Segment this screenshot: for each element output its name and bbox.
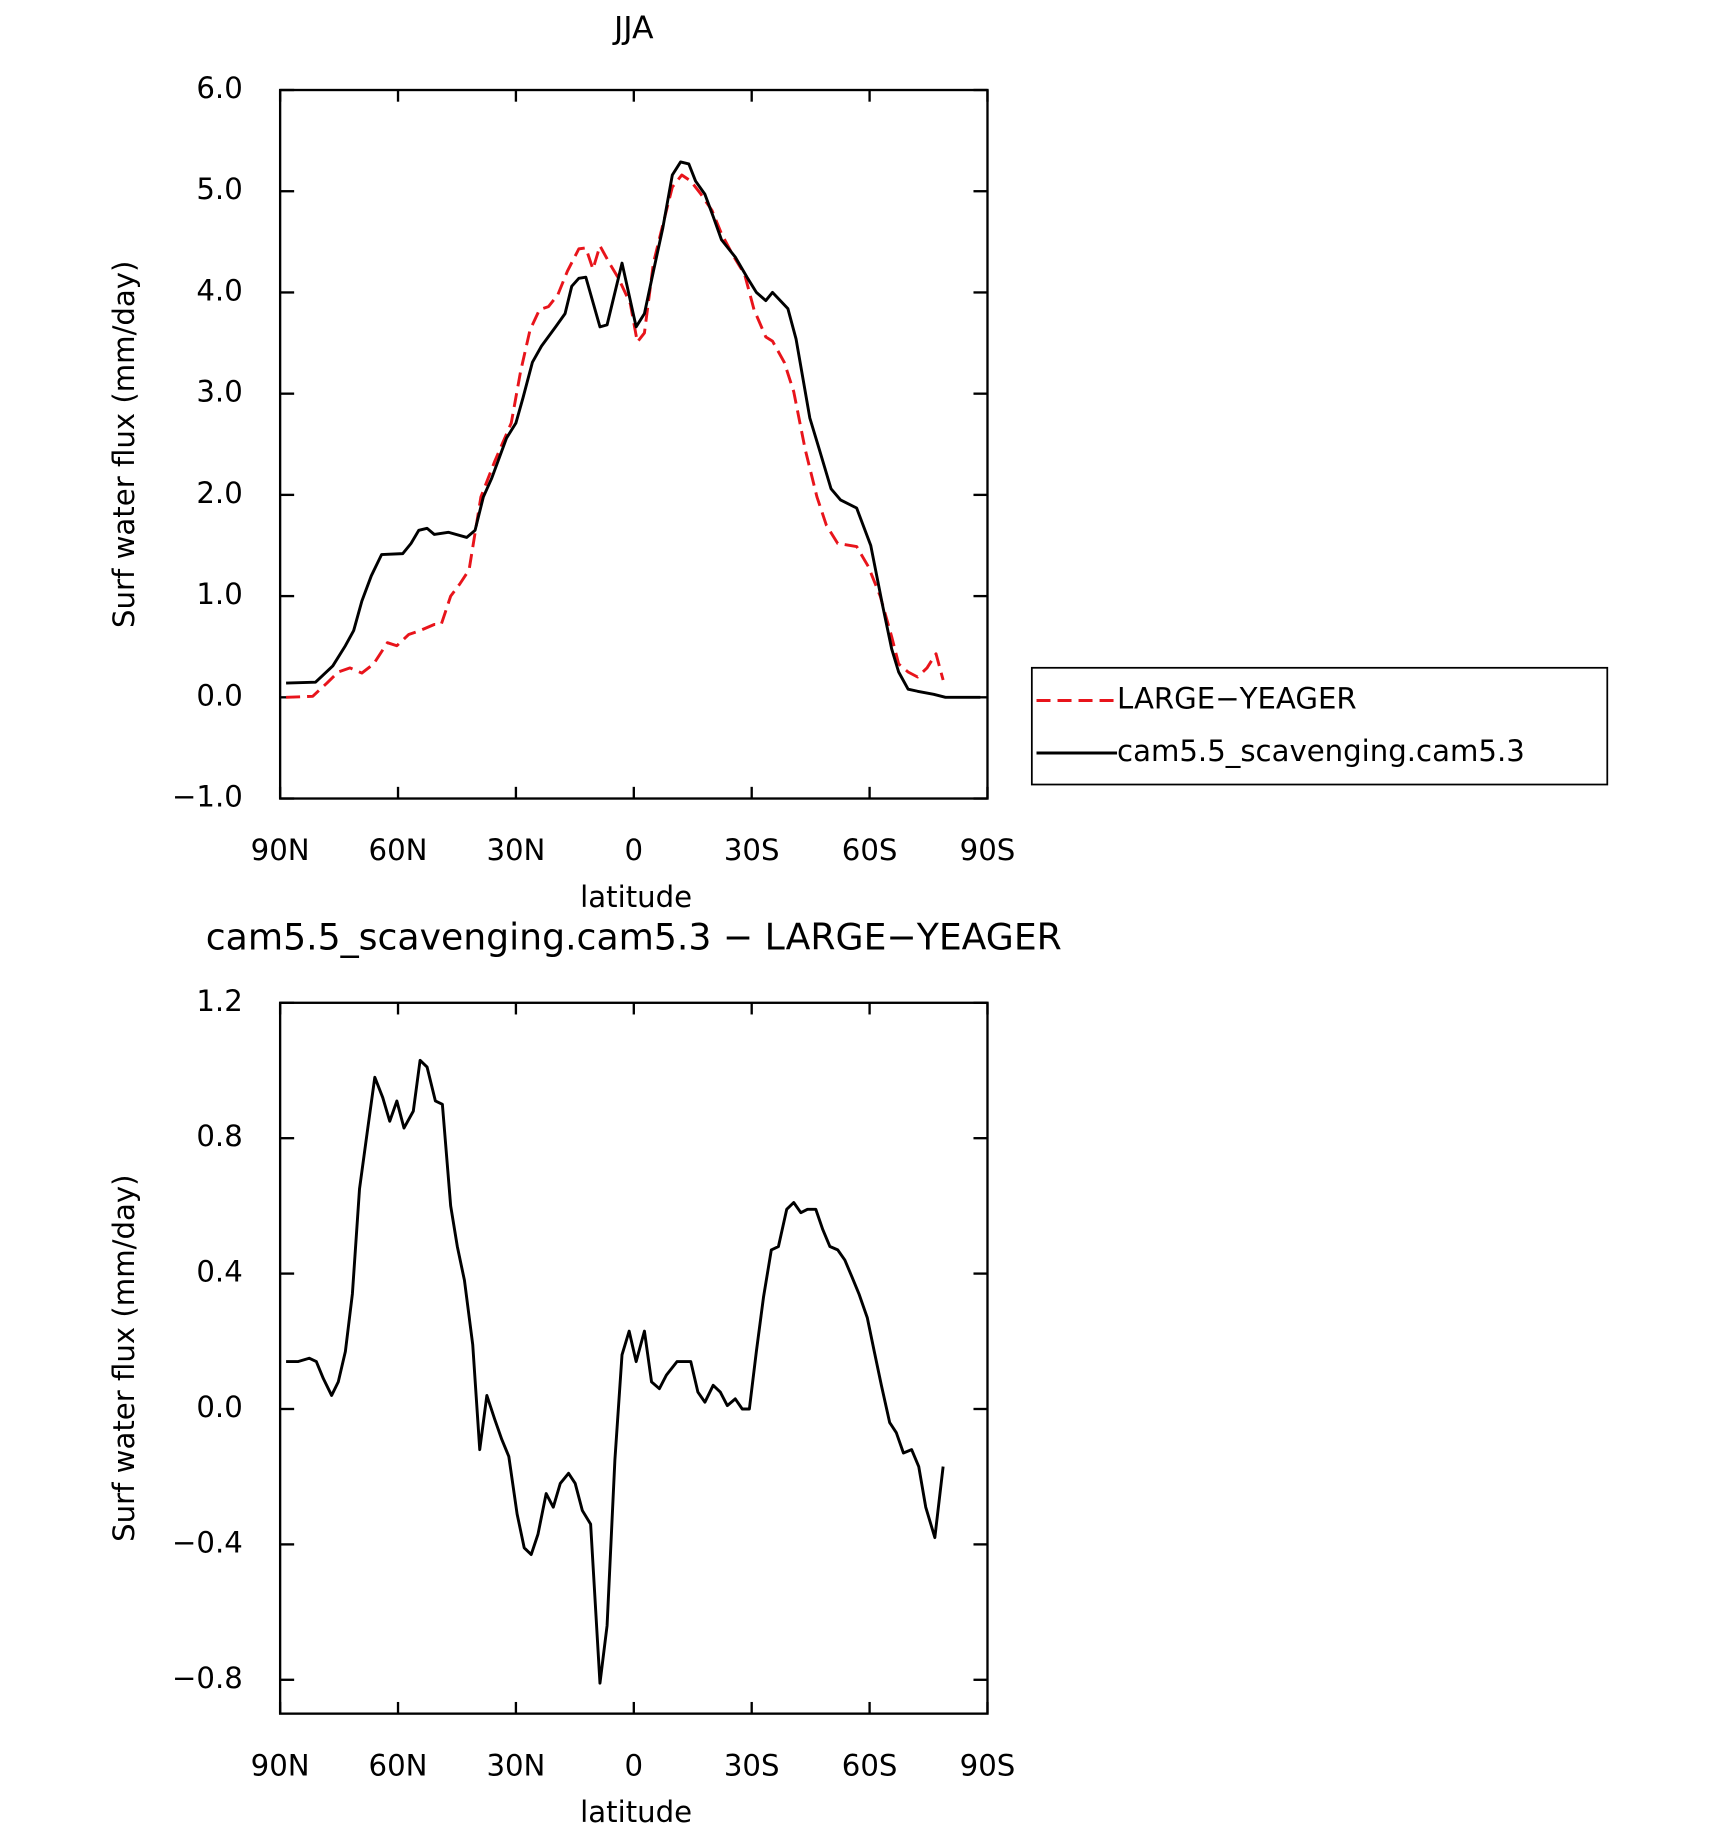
x-tick-label: 60N: [369, 833, 428, 867]
y-tick-label: 0.4: [196, 1255, 242, 1289]
data-line: [286, 1058, 945, 1685]
y-tick-label: 4.0: [196, 273, 242, 307]
y-tick-label: −0.8: [172, 1661, 243, 1695]
x-tick-label: 30S: [724, 833, 780, 867]
x-tick-label: 30N: [486, 1748, 545, 1782]
y-tick-label: 0.8: [196, 1119, 242, 1153]
x-tick-label: 30S: [724, 1748, 780, 1782]
x-tick-label: 60S: [842, 1748, 898, 1782]
y-tick-label: 1.0: [196, 577, 242, 611]
x-axis-label: latitude: [580, 1795, 692, 1827]
y-axis-label: Surf water flux (mm/day): [107, 1175, 141, 1542]
y-tick-label: −1.0: [172, 780, 243, 814]
x-tick-label: 60S: [842, 833, 898, 867]
x-tick-label: 30N: [486, 833, 545, 867]
y-tick-label: −0.4: [172, 1525, 243, 1559]
y-tick-label: 3.0: [196, 375, 242, 409]
y-tick-label: 6.0: [196, 71, 242, 105]
x-axis-label: latitude: [580, 880, 692, 914]
y-tick-label: 5.0: [196, 172, 242, 206]
y-axis-label: Surf water flux (mm/day): [107, 261, 141, 628]
y-tick-label: 2.0: [196, 476, 242, 510]
x-tick-label: 0: [625, 833, 644, 867]
plot-frame: [278, 88, 989, 800]
data-line: [286, 173, 945, 699]
legend-label: cam5.5_scavenging.cam5.3: [1117, 734, 1525, 768]
chart-title: cam5.5_scavenging.cam5.3 − LARGE−YEAGER: [206, 916, 1062, 959]
legend-label: LARGE−YEAGER: [1117, 681, 1357, 715]
plot-frame: [278, 1001, 989, 1715]
x-tick-label: 90S: [960, 833, 1016, 867]
x-tick-label: 90N: [251, 833, 310, 867]
y-tick-label: 0.0: [196, 1390, 242, 1424]
x-tick-label: 0: [625, 1748, 644, 1782]
x-tick-label: 90S: [960, 1748, 1016, 1782]
chart-title: JJA: [612, 10, 654, 46]
x-tick-label: 90N: [251, 1748, 310, 1782]
legend-box: [1030, 666, 1609, 786]
x-tick-label: 60N: [369, 1748, 428, 1782]
y-tick-label: 0.0: [196, 678, 242, 712]
data-line: [286, 160, 981, 699]
y-tick-label: 1.2: [196, 984, 242, 1018]
